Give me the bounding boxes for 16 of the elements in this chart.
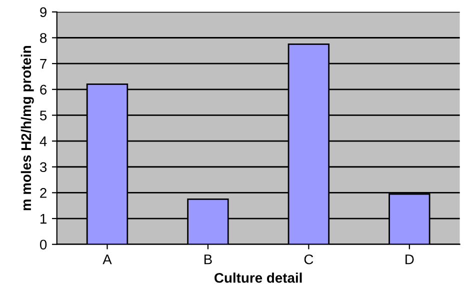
y-tick-label: 7 — [40, 59, 46, 69]
y-tick-label: 3 — [40, 162, 47, 172]
x-axis-title: Culture detail — [214, 272, 302, 283]
y-tick-label: 6 — [40, 84, 47, 95]
x-tick-label: D — [406, 254, 414, 264]
y-axis-title: m moles H2/h/mg protein — [20, 46, 34, 210]
y-tick-label: 2 — [40, 188, 46, 198]
y-tick-label: 4 — [40, 136, 47, 146]
y-tick-label: 8 — [40, 33, 47, 43]
y-tick-label: 9 — [40, 7, 46, 18]
y-tick-label: 1 — [40, 214, 46, 224]
y-tick-label: 0 — [40, 240, 47, 250]
x-tick-label: A — [102, 254, 112, 264]
x-tick-label: C — [304, 254, 314, 264]
x-tick-label: B — [204, 254, 212, 264]
y-tick-label: 5 — [40, 110, 47, 120]
